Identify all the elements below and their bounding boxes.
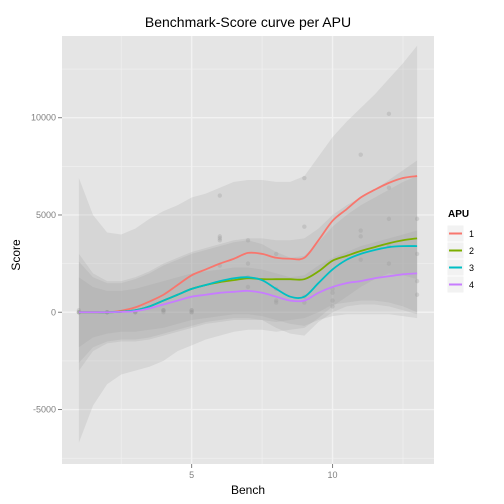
point-series-2 [189, 310, 194, 315]
point-series-1 [414, 216, 420, 222]
legend-label: 4 [469, 280, 474, 290]
grid-major [62, 36, 434, 464]
point-series-2 [358, 228, 363, 233]
y-axis-ticks: -5000 0 5000 10000 [31, 113, 62, 415]
point-series-4 [414, 292, 420, 297]
legend-title: APU [448, 209, 469, 220]
chart-title: Benchmark-Score curve per APU [145, 14, 351, 30]
point-series-4 [161, 310, 166, 315]
legend-label: 2 [469, 246, 474, 256]
point-series-1 [273, 251, 279, 257]
point-series-1 [217, 193, 223, 198]
grid-minor [62, 36, 434, 464]
legend-label: 1 [469, 229, 474, 239]
x-tick-label: 5 [189, 470, 194, 480]
line-series-1 [78, 175, 418, 314]
point-series-1 [245, 238, 251, 243]
ribbon-series-3 [78, 176, 418, 363]
point-series-1 [386, 111, 392, 117]
point-series-2 [245, 261, 251, 266]
confidence-ribbons [78, 45, 418, 443]
legend-item-1: 1 [446, 224, 474, 243]
point-series-2 [161, 308, 166, 313]
y-tick-label: 5000 [36, 210, 56, 220]
series-lines [78, 175, 418, 314]
point-series-2 [217, 234, 223, 239]
x-tick-label: 10 [328, 470, 338, 480]
point-series-4 [245, 284, 251, 290]
point-series-3 [189, 310, 194, 315]
point-series-2 [414, 251, 420, 257]
point-series-3 [217, 238, 223, 243]
x-axis-ticks: 5 10 [189, 464, 338, 480]
point-series-2 [330, 290, 335, 295]
point-series-4 [273, 300, 279, 305]
y-tick-label: -5000 [33, 405, 56, 415]
legend-label: 3 [469, 263, 474, 273]
point-series-1 [217, 236, 223, 241]
point-series-2 [76, 310, 82, 315]
point-series-1 [302, 175, 307, 181]
legend-item-4: 4 [446, 275, 474, 294]
point-series-1 [189, 308, 194, 313]
line-series-4 [78, 272, 418, 314]
legend-item-2: 2 [446, 241, 474, 260]
point-series-1 [161, 308, 166, 313]
y-tick-label: 10000 [31, 113, 56, 123]
point-series-4 [76, 310, 82, 315]
point-series-4 [189, 308, 194, 313]
point-series-1 [358, 152, 363, 157]
data-points [76, 111, 420, 315]
point-series-3 [161, 308, 166, 313]
point-series-1 [386, 185, 392, 190]
ribbon-series-1 [78, 45, 418, 443]
point-series-4 [358, 257, 363, 262]
point-series-2 [302, 224, 307, 229]
ribbon-series-2 [78, 160, 418, 371]
point-series-3 [358, 234, 363, 239]
legend-item-3: 3 [446, 258, 474, 277]
y-tick-label: 0 [51, 307, 56, 317]
point-series-2 [386, 216, 392, 222]
x-axis-title: Bench [231, 483, 265, 497]
point-series-1 [330, 298, 335, 303]
y-axis-title: Score [9, 239, 23, 271]
point-series-3 [414, 278, 420, 284]
legend: APU 1 2 3 4 [446, 209, 474, 294]
point-series-4 [386, 261, 392, 266]
point-series-4 [330, 304, 335, 309]
point-series-3 [76, 310, 82, 315]
point-series-3 [273, 298, 279, 303]
